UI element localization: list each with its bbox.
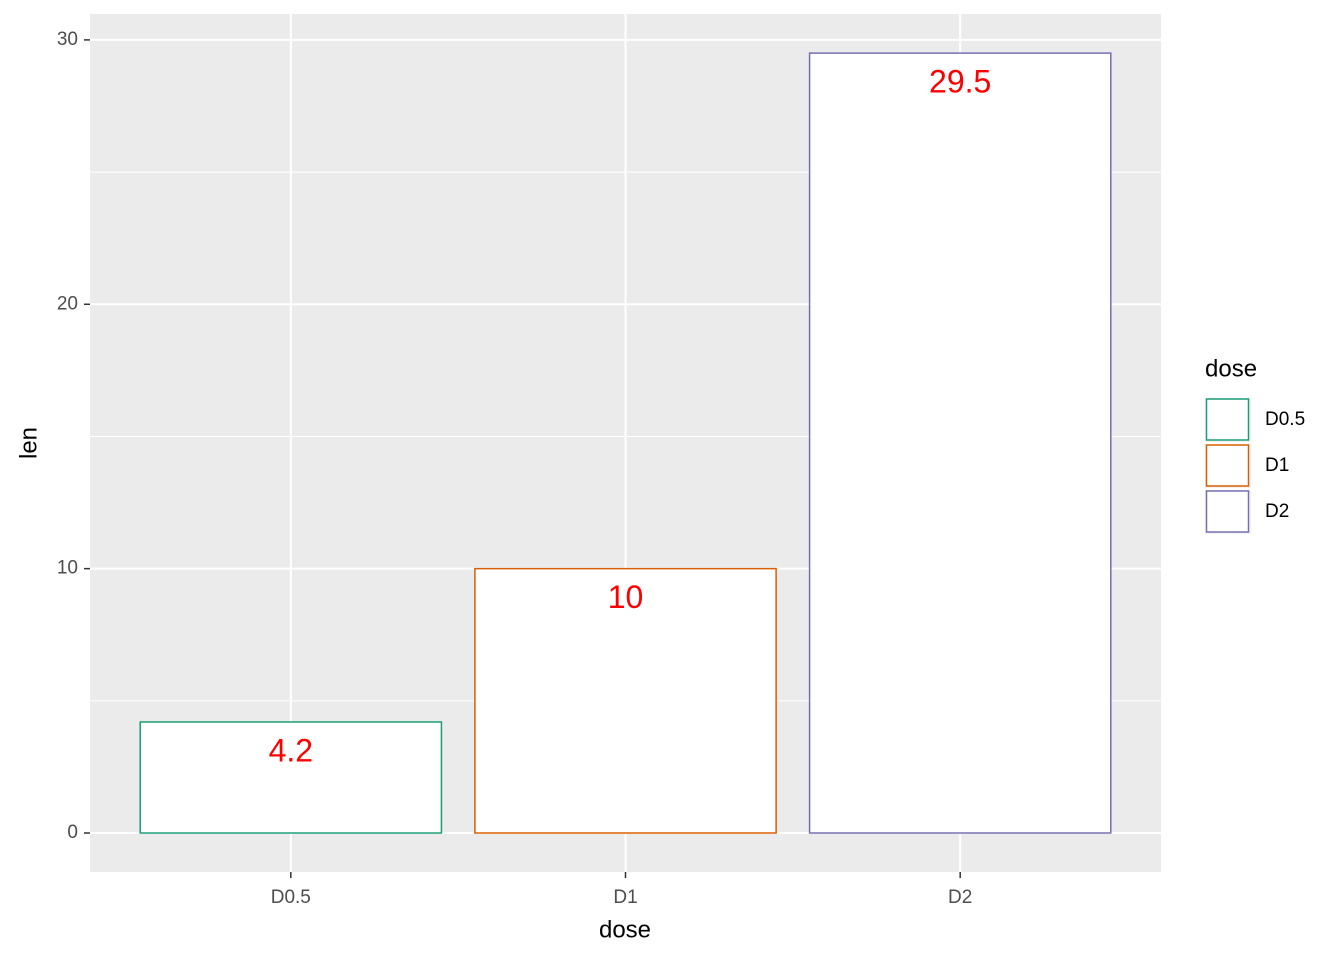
legend-title: dose [1205, 355, 1257, 382]
legend-label: D2 [1265, 501, 1289, 522]
legend-label: D1 [1265, 455, 1289, 476]
bar [474, 567, 777, 834]
legend-key [1205, 398, 1250, 441]
x-tick-label: D2 [948, 887, 972, 908]
bar [808, 52, 1112, 834]
bar [139, 721, 443, 834]
x-axis-title: dose [599, 916, 651, 943]
legend-key [1205, 444, 1250, 487]
data-label: 29.5 [929, 64, 991, 100]
y-tick-label: 30 [57, 29, 78, 50]
legend-label: D0.5 [1265, 409, 1305, 430]
y-tick-label: 10 [57, 558, 78, 579]
y-tick-label: 0 [67, 822, 78, 843]
y-tick-label: 20 [57, 293, 78, 314]
y-axis-title: len [15, 427, 42, 459]
x-tick-label: D0.5 [271, 887, 311, 908]
data-label: 4.2 [269, 732, 313, 768]
data-label: 10 [608, 579, 644, 615]
legend-key [1205, 490, 1250, 533]
x-tick-label: D1 [613, 887, 637, 908]
